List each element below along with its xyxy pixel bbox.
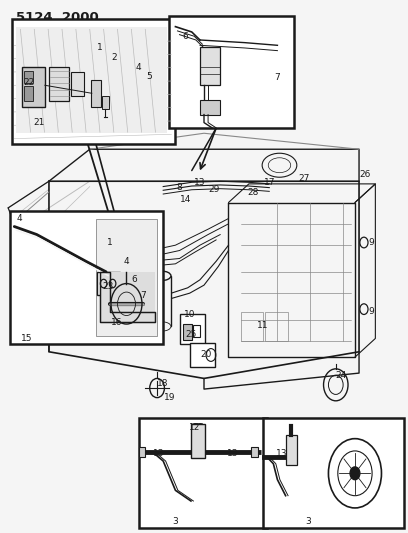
Bar (91, 80, 101, 107)
Bar (200, 100, 220, 115)
Text: 14: 14 (180, 196, 191, 204)
Text: 4: 4 (124, 257, 129, 265)
Text: 5124  2000: 5124 2000 (16, 11, 99, 23)
Text: 6: 6 (132, 276, 137, 284)
Bar (22, 67, 45, 107)
Bar (97, 272, 120, 295)
Text: 25: 25 (185, 330, 197, 339)
Bar (263, 418, 404, 528)
Bar (183, 324, 192, 340)
Bar (286, 435, 297, 465)
Bar (265, 312, 288, 341)
Text: 3: 3 (173, 517, 178, 526)
Bar (12, 19, 175, 144)
Bar (193, 325, 200, 337)
Text: 24: 24 (335, 372, 346, 380)
Bar (169, 16, 294, 128)
Bar (200, 47, 220, 85)
Ellipse shape (268, 158, 291, 173)
Bar (96, 219, 157, 336)
Text: 10: 10 (184, 310, 195, 319)
Text: 20: 20 (200, 350, 212, 359)
Bar (10, 211, 163, 344)
Text: 19: 19 (164, 393, 175, 401)
Text: 13: 13 (276, 449, 287, 457)
Text: 4: 4 (17, 214, 22, 223)
Text: 17: 17 (264, 178, 275, 187)
Text: 21: 21 (33, 118, 44, 127)
Bar (24, 86, 33, 101)
Ellipse shape (151, 271, 171, 280)
Text: 23: 23 (102, 282, 114, 291)
Text: 12: 12 (188, 423, 200, 432)
Text: 9: 9 (368, 238, 374, 247)
Text: 28: 28 (247, 189, 259, 197)
Text: 7: 7 (275, 73, 280, 82)
Text: 9: 9 (368, 308, 374, 316)
Bar (139, 418, 267, 528)
Text: 2: 2 (111, 53, 117, 61)
Text: 8: 8 (177, 183, 182, 192)
Bar (151, 276, 171, 326)
Text: 22: 22 (23, 78, 34, 87)
Text: 13: 13 (153, 449, 164, 457)
Text: 4: 4 (136, 63, 142, 72)
Text: 1: 1 (97, 44, 103, 52)
Bar (180, 314, 205, 344)
Bar (100, 272, 155, 322)
Bar (49, 67, 69, 101)
Text: 27: 27 (298, 174, 310, 183)
Bar (251, 447, 258, 457)
Text: 26: 26 (359, 171, 371, 179)
Bar (24, 71, 33, 83)
Bar (241, 312, 263, 341)
Bar (16, 27, 167, 133)
Text: 7: 7 (140, 292, 146, 300)
Text: 13: 13 (227, 449, 238, 457)
Text: 1: 1 (107, 238, 113, 247)
Text: 13: 13 (194, 178, 206, 187)
Ellipse shape (151, 322, 171, 331)
Text: 18: 18 (157, 379, 169, 388)
Text: 29: 29 (208, 185, 220, 193)
Bar (191, 424, 205, 458)
Bar (139, 447, 145, 457)
Circle shape (350, 467, 360, 480)
Ellipse shape (262, 154, 297, 177)
Text: 11: 11 (257, 321, 269, 329)
Text: 3: 3 (305, 517, 311, 526)
Text: 15: 15 (21, 334, 32, 343)
Bar (190, 343, 215, 367)
Bar (71, 72, 84, 96)
Bar (102, 96, 109, 109)
Text: 5: 5 (146, 72, 152, 81)
Text: 16: 16 (111, 318, 122, 327)
Text: 6: 6 (183, 32, 188, 41)
